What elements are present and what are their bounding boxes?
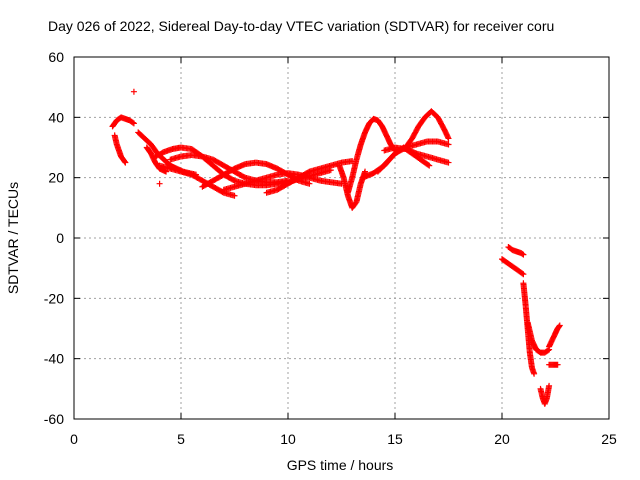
data-point — [546, 382, 553, 389]
tick-labels: 0 5 10 15 20 25 -60 -40 -20 0 20 40 60 — [44, 49, 617, 447]
y-tick-label: -60 — [44, 411, 64, 427]
data-point — [445, 141, 452, 148]
data-points — [109, 88, 563, 407]
data-point — [556, 323, 563, 330]
data-point — [520, 271, 527, 278]
data-point — [362, 168, 369, 175]
x-tick-label: 20 — [494, 431, 510, 447]
grid — [73, 56, 610, 420]
x-tick-label: 15 — [387, 431, 403, 447]
data-point — [130, 88, 137, 95]
data-point — [121, 158, 128, 165]
data-point — [231, 192, 238, 199]
y-tick-label: -20 — [44, 290, 64, 306]
x-tick-label: 10 — [280, 431, 296, 447]
y-tick-label: -40 — [44, 351, 64, 367]
data-point — [445, 159, 452, 166]
data-point — [425, 161, 432, 168]
y-tick-label: 40 — [48, 109, 64, 125]
data-point — [122, 159, 129, 166]
data-point — [531, 370, 538, 377]
data-point — [130, 120, 137, 127]
y-tick-label: 20 — [48, 170, 64, 186]
data-point — [556, 322, 563, 329]
y-axis-label: SDTVAR / TECUs — [5, 182, 21, 294]
x-axis-label: GPS time / hours — [287, 457, 394, 473]
x-tick-label: 25 — [601, 431, 617, 447]
data-point — [545, 347, 552, 354]
y-tick-label: 60 — [48, 49, 64, 65]
y-tick-label: 0 — [56, 230, 64, 246]
plot-frame — [73, 56, 610, 420]
data-point — [156, 180, 163, 187]
x-tick-label: 0 — [70, 431, 78, 447]
data-point — [129, 119, 136, 126]
data-point — [445, 135, 452, 142]
data-point — [306, 180, 313, 187]
data-point — [519, 250, 526, 257]
x-tick-label: 5 — [177, 431, 185, 447]
data-point — [554, 361, 561, 368]
data-point — [426, 162, 433, 169]
chart-title: Day 026 of 2022, Sidereal Day-to-day VTE… — [48, 18, 554, 34]
data-point — [519, 270, 526, 277]
data-point — [520, 251, 527, 258]
